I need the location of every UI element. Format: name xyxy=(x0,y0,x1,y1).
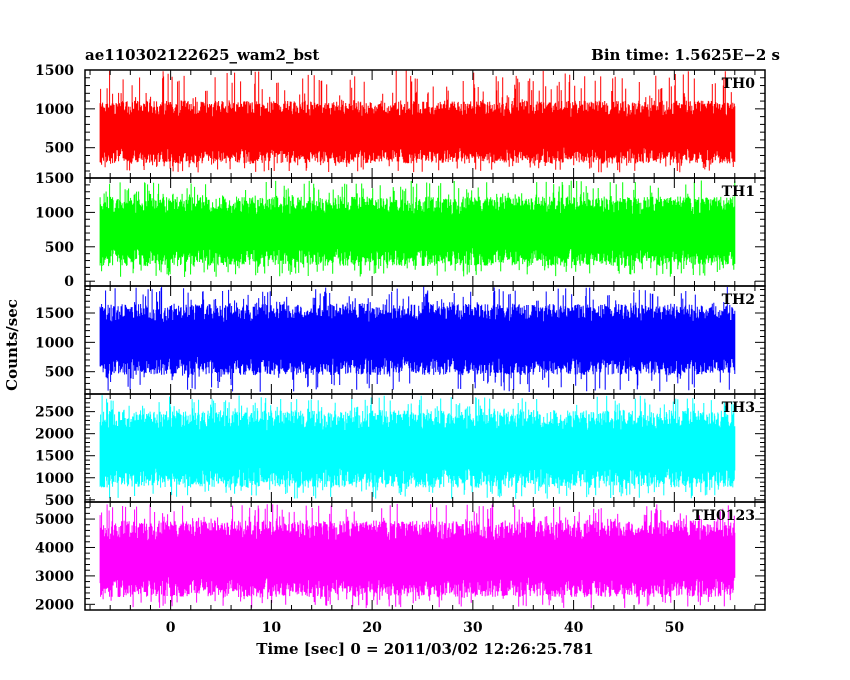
y-tick-label: 500 xyxy=(45,141,74,157)
y-tick-label: 3000 xyxy=(35,569,74,585)
y-tick-label: 2000 xyxy=(35,427,74,443)
series-th2 xyxy=(99,286,736,392)
panel-label: TH2 xyxy=(722,292,755,308)
panel-label: TH1 xyxy=(722,184,755,200)
panel-frame xyxy=(84,501,766,611)
y-tick-label: 1500 xyxy=(35,63,74,79)
series-th1 xyxy=(99,180,736,277)
panel-th1: 0 500 1000 1500 TH1 xyxy=(35,171,766,290)
panel-label: TH0123 xyxy=(692,508,755,524)
panel-th2: 500 1000 1500 TH2 xyxy=(35,285,766,395)
x-tick-label: 0 xyxy=(166,620,176,636)
y-tick-label: 0 xyxy=(64,274,74,290)
panel-label: TH0 xyxy=(722,76,756,92)
x-axis-label: Time [sec] 0 = 2011/03/02 12:26:25.781 xyxy=(256,640,593,658)
panel-th0123: 2000 3000 4000 5000 TH0123 xyxy=(35,501,766,613)
bin-time-label: Bin time: 1.5625E−2 s xyxy=(591,46,780,64)
x-tick-label: 30 xyxy=(463,620,483,636)
x-tick-label: 20 xyxy=(362,620,382,636)
series-th3 xyxy=(99,395,736,499)
y-tick-label: 1500 xyxy=(35,171,74,187)
y-tick-label: 2000 xyxy=(35,597,74,613)
x-tick-label: 40 xyxy=(564,620,584,636)
panel-th0: 500 1000 1500 TH0 xyxy=(35,63,766,179)
y-tick-label: 1000 xyxy=(35,205,74,221)
x-tick-label: 10 xyxy=(262,620,282,636)
panel-th3: 500 1000 1500 2000 2500 TH3 xyxy=(35,393,766,509)
y-tick-label: 1500 xyxy=(35,306,74,322)
y-tick-label: 2500 xyxy=(35,405,74,421)
y-tick-label: 5000 xyxy=(35,512,74,528)
series-th0 xyxy=(99,70,736,173)
y-tick-label: 1000 xyxy=(35,102,74,118)
y-tick-label: 1500 xyxy=(35,449,74,465)
y-tick-label: 4000 xyxy=(35,540,74,556)
chart-title: ae110302122625_wam2_bst xyxy=(85,46,319,64)
panels-group: 500 1000 1500 TH0 0 500 1000 1500 TH1 500 1000 1500… xyxy=(35,63,766,613)
y-tick-label: 500 xyxy=(45,240,74,256)
y-tick-label: 1000 xyxy=(35,335,74,351)
panel-label: TH3 xyxy=(722,400,755,416)
y-tick-label: 500 xyxy=(45,493,74,509)
y-tick-label: 500 xyxy=(45,365,74,381)
y-tick-label: 1000 xyxy=(35,471,74,487)
y-axis-label: Counts/sec xyxy=(3,299,21,391)
x-tick-label: 50 xyxy=(665,620,685,636)
series-th0123 xyxy=(99,503,736,609)
x-axis: 0 10 20 30 40 50 xyxy=(166,620,685,636)
